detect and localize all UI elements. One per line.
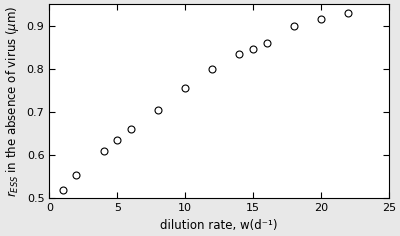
Y-axis label: $r_{ESS}$ in the absence of virus ($\mu$m): $r_{ESS}$ in the absence of virus ($\mu$… [4, 6, 21, 197]
X-axis label: dilution rate, w(d⁻¹): dilution rate, w(d⁻¹) [160, 219, 278, 232]
